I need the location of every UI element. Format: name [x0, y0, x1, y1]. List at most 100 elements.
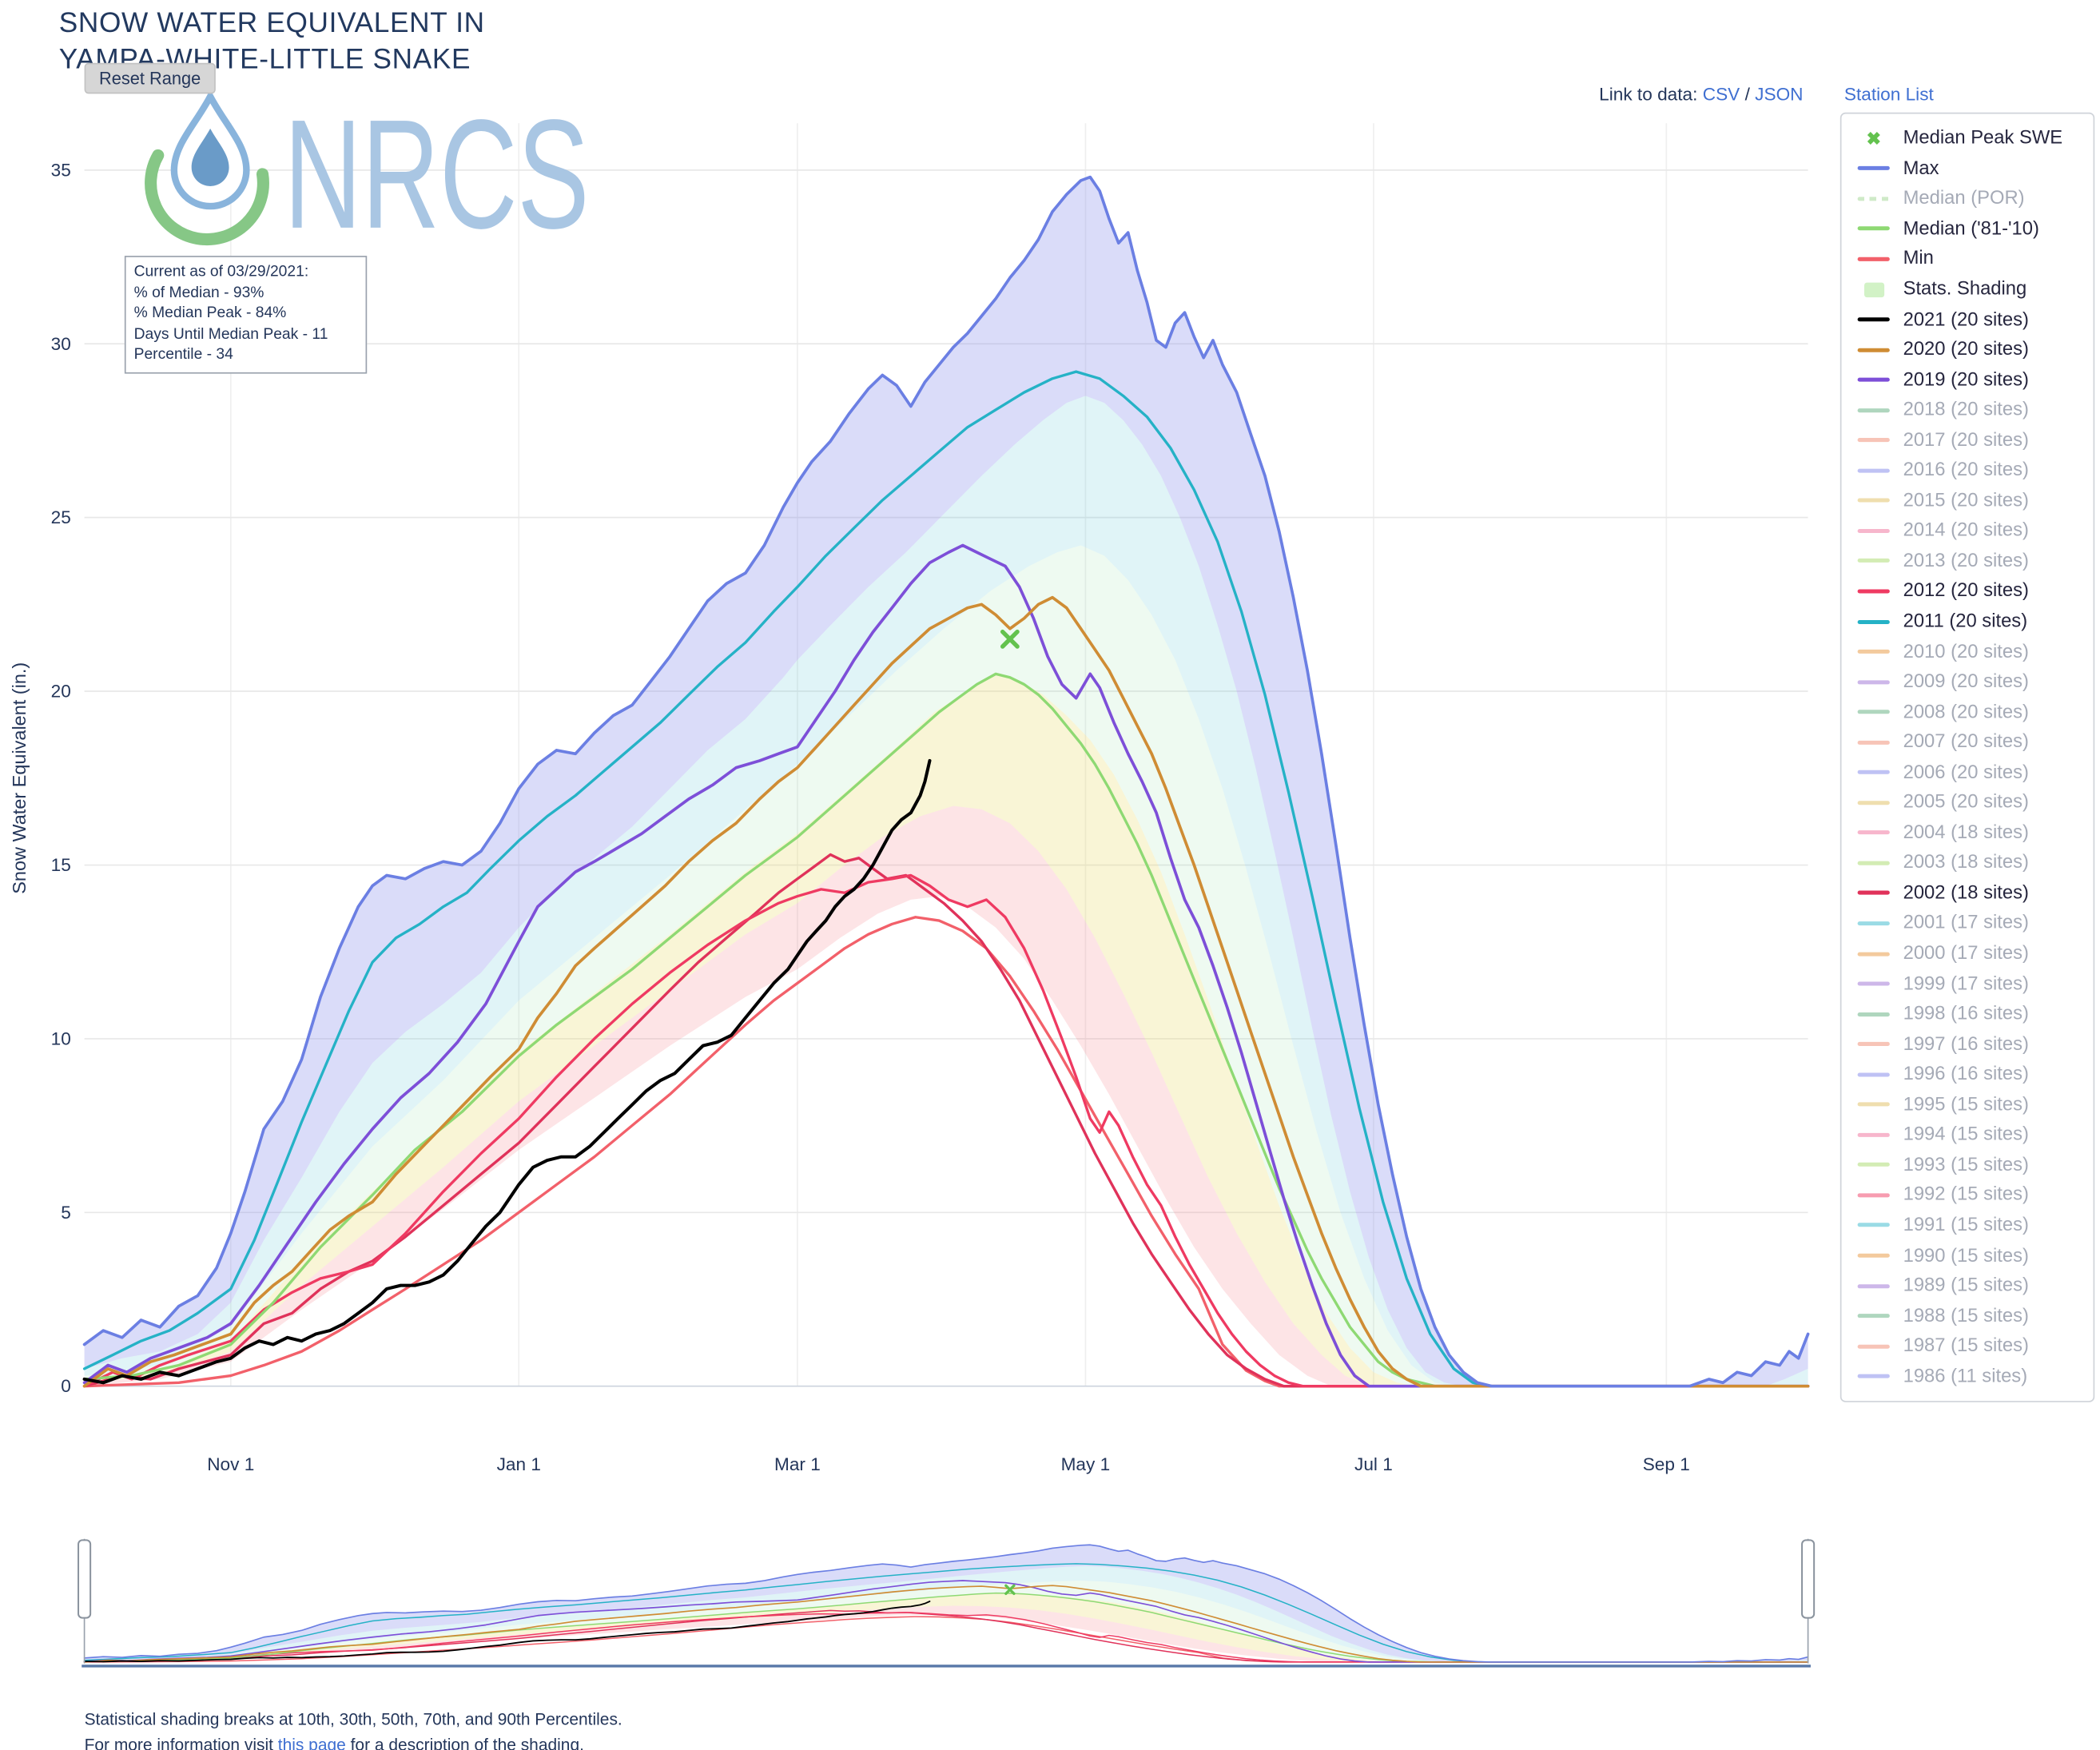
series-y2019-nav[interactable] [83, 1580, 1809, 1663]
legend-swatch [1855, 1374, 1892, 1378]
legend-item-2011-20-sites[interactable]: 2011 (20 sites) [1855, 607, 2093, 637]
legend-item-label: 2001 (17 sites) [1903, 913, 2029, 934]
station-list-link[interactable]: Station List [1843, 84, 1934, 105]
svg-text:10: 10 [51, 1028, 71, 1048]
legend-item-2002-18-sites[interactable]: 2002 (18 sites) [1855, 878, 2093, 909]
legend-item-1989-15-sites[interactable]: 1989 (15 sites) [1855, 1271, 2093, 1301]
legend-item-min[interactable]: Min [1855, 244, 2093, 274]
series-y2021[interactable] [82, 758, 932, 1385]
legend-swatch [1855, 226, 1892, 231]
series-y2012-nav[interactable] [83, 1612, 1809, 1663]
legend-item-median-peak-swe[interactable]: ✖ Median Peak SWE [1855, 123, 2093, 153]
series-median8110[interactable] [82, 672, 1810, 1388]
legend-item-1990-15-sites[interactable]: 1990 (15 sites) [1855, 1240, 2093, 1271]
median-peak-marker[interactable] [1000, 629, 1020, 649]
legend-swatch [1855, 1012, 1892, 1016]
legend-item-2005-20-sites[interactable]: 2005 (20 sites) [1855, 788, 2093, 818]
legend-item-2004-18-sites[interactable]: 2004 (18 sites) [1855, 817, 2093, 848]
legend-item-1993-15-sites[interactable]: 1993 (15 sites) [1855, 1150, 2093, 1180]
legend-item-2017-20-sites[interactable]: 2017 (20 sites) [1855, 425, 2093, 455]
y-axis-labels: 0 5 10 15 20 25 30 35 [51, 160, 71, 1396]
page-title-line1: SNOW WATER EQUIVALENT IN [58, 8, 485, 39]
annotation-line: % of Median - 93% [133, 284, 264, 301]
legend-item-1987-15-sites[interactable]: 1987 (15 sites) [1855, 1331, 2093, 1362]
legend-item-median-por[interactable]: Median (POR) [1855, 184, 2093, 214]
footer-more-info-link[interactable]: this page [277, 1736, 346, 1750]
series-min-nav[interactable] [83, 1616, 1809, 1663]
legend-item-2016-20-sites[interactable]: 2016 (20 sites) [1855, 455, 2093, 486]
legend-swatch [1855, 861, 1892, 865]
legend-item-2020-20-sites[interactable]: 2020 (20 sites) [1855, 335, 2093, 365]
legend-swatch [1855, 951, 1892, 956]
current-status-annotation: Current as of 03/29/2021: % of Median - … [124, 256, 368, 374]
json-link[interactable]: JSON [1755, 84, 1804, 105]
legend-swatch [1855, 1042, 1892, 1047]
legend-item-2014-20-sites[interactable]: 2014 (20 sites) [1855, 515, 2093, 546]
legend-item-2000-17-sites[interactable]: 2000 (17 sites) [1855, 938, 2093, 968]
navigator-handle-left[interactable] [78, 1538, 92, 1664]
legend-item-2010-20-sites[interactable]: 2010 (20 sites) [1855, 637, 2093, 667]
series-y2020-nav[interactable] [83, 1585, 1809, 1663]
legend-item-stats-shading[interactable]: Stats. Shading [1855, 274, 2093, 304]
legend-item-2018-20-sites[interactable]: 2018 (20 sites) [1855, 395, 2093, 425]
footer-more-info: For more information visit this page for… [85, 1736, 584, 1750]
svg-text:25: 25 [51, 507, 71, 527]
median-peak-marker-nav[interactable] [1004, 1584, 1016, 1596]
legend-item-1997-16-sites[interactable]: 1997 (16 sites) [1855, 1029, 2093, 1060]
legend-item-2021-20-sites[interactable]: 2021 (20 sites) [1855, 304, 2093, 335]
legend-item-2015-20-sites[interactable]: 2015 (20 sites) [1855, 486, 2093, 516]
navigator-chart[interactable] [83, 1544, 1809, 1663]
series-max-nav[interactable] [83, 1544, 1809, 1663]
reset-range-button[interactable]: Reset Range [84, 62, 216, 94]
legend-swatch [1855, 770, 1892, 775]
legend-item-2013-20-sites[interactable]: 2013 (20 sites) [1855, 546, 2093, 576]
footer-shading-note: Statistical shading breaks at 10th, 30th… [84, 1710, 622, 1729]
legend-item-1992-15-sites[interactable]: 1992 (15 sites) [1855, 1180, 2093, 1211]
legend-item-1988-15-sites[interactable]: 1988 (15 sites) [1855, 1301, 2093, 1331]
series-y2021-nav[interactable] [83, 1601, 931, 1663]
series-y2019[interactable] [82, 543, 1810, 1388]
legend-item-1999-17-sites[interactable]: 1999 (17 sites) [1855, 968, 2093, 999]
series-y2011-nav[interactable] [83, 1563, 1809, 1663]
data-links: Link to data: CSV / JSON [1599, 85, 1803, 105]
legend-item-1991-15-sites[interactable]: 1991 (15 sites) [1855, 1211, 2093, 1241]
legend-item-2003-18-sites[interactable]: 2003 (18 sites) [1855, 848, 2093, 878]
legend-item-2012-20-sites[interactable]: 2012 (20 sites) [1855, 576, 2093, 607]
csv-link[interactable]: CSV [1702, 84, 1740, 105]
legend-item-1996-16-sites[interactable]: 1996 (16 sites) [1855, 1060, 2093, 1090]
legend-item-2008-20-sites[interactable]: 2008 (20 sites) [1855, 697, 2093, 727]
legend-item-2006-20-sites[interactable]: 2006 (20 sites) [1855, 758, 2093, 788]
legend-item-1998-16-sites[interactable]: 1998 (16 sites) [1855, 999, 2093, 1029]
legend-swatch [1855, 559, 1892, 563]
legend-item-label: 1996 (16 sites) [1903, 1064, 2029, 1085]
series-min[interactable] [82, 916, 1810, 1388]
legend-item-max[interactable]: Max [1855, 153, 2093, 184]
svg-text:May 1: May 1 [1061, 1454, 1111, 1474]
series-y2011[interactable] [82, 370, 1810, 1388]
legend-item-label: 1999 (17 sites) [1903, 972, 2029, 995]
legend-item-label: 2008 (20 sites) [1903, 701, 2029, 723]
series-y2012[interactable] [82, 873, 1810, 1388]
legend-item-2019-20-sites[interactable]: 2019 (20 sites) [1855, 365, 2093, 396]
legend-swatch [1855, 1193, 1892, 1198]
legend-item-2007-20-sites[interactable]: 2007 (20 sites) [1855, 727, 2093, 758]
series-y2020[interactable] [82, 595, 1810, 1388]
legend-item-label: 2021 (20 sites) [1903, 308, 2029, 331]
band-p30-p10 [84, 805, 1808, 1386]
series-max[interactable] [82, 175, 1810, 1388]
annotation-line: Days Until Median Peak - 11 [133, 326, 328, 343]
navigator-handle-right[interactable] [1801, 1538, 1816, 1664]
legend-item-label: 1989 (15 sites) [1903, 1275, 2029, 1297]
legend-item-label: 1995 (15 sites) [1903, 1093, 2029, 1116]
legend-item-1994-15-sites[interactable]: 1994 (15 sites) [1855, 1120, 2093, 1150]
legend-item-label: Min [1903, 248, 1934, 270]
legend-item-2009-20-sites[interactable]: 2009 (20 sites) [1855, 666, 2093, 697]
legend-item-2001-17-sites[interactable]: 2001 (17 sites) [1855, 909, 2093, 939]
series-median8110-nav[interactable] [83, 1592, 1809, 1663]
legend-item-label: 1988 (15 sites) [1903, 1305, 2029, 1327]
legend-item-1986-11-sites[interactable]: 1986 (11 sites) [1855, 1362, 2093, 1392]
legend-item-label: 2011 (20 sites) [1903, 611, 2028, 633]
legend-item-1995-15-sites[interactable]: 1995 (15 sites) [1855, 1089, 2093, 1120]
legend-item-median-81-10[interactable]: Median ('81-'10) [1855, 214, 2093, 245]
svg-text:Mar 1: Mar 1 [774, 1454, 821, 1474]
